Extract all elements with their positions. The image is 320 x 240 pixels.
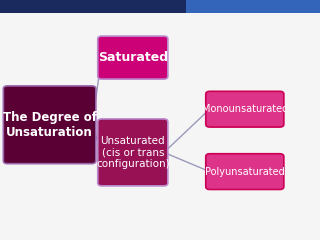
Bar [186, 0, 320, 13]
FancyBboxPatch shape [206, 154, 284, 190]
Text: Monounsaturated: Monounsaturated [202, 104, 288, 114]
Text: Polyunsaturated: Polyunsaturated [205, 167, 285, 177]
Text: Saturated: Saturated [98, 51, 168, 64]
FancyBboxPatch shape [206, 91, 284, 127]
Bar [0, 0, 186, 13]
FancyBboxPatch shape [3, 86, 96, 164]
FancyBboxPatch shape [98, 36, 168, 79]
Text: The Degree of
Unsaturation: The Degree of Unsaturation [3, 111, 97, 139]
FancyBboxPatch shape [98, 119, 168, 186]
Text: Unsaturated
(cis or trans
configuration): Unsaturated (cis or trans configuration) [96, 136, 170, 169]
